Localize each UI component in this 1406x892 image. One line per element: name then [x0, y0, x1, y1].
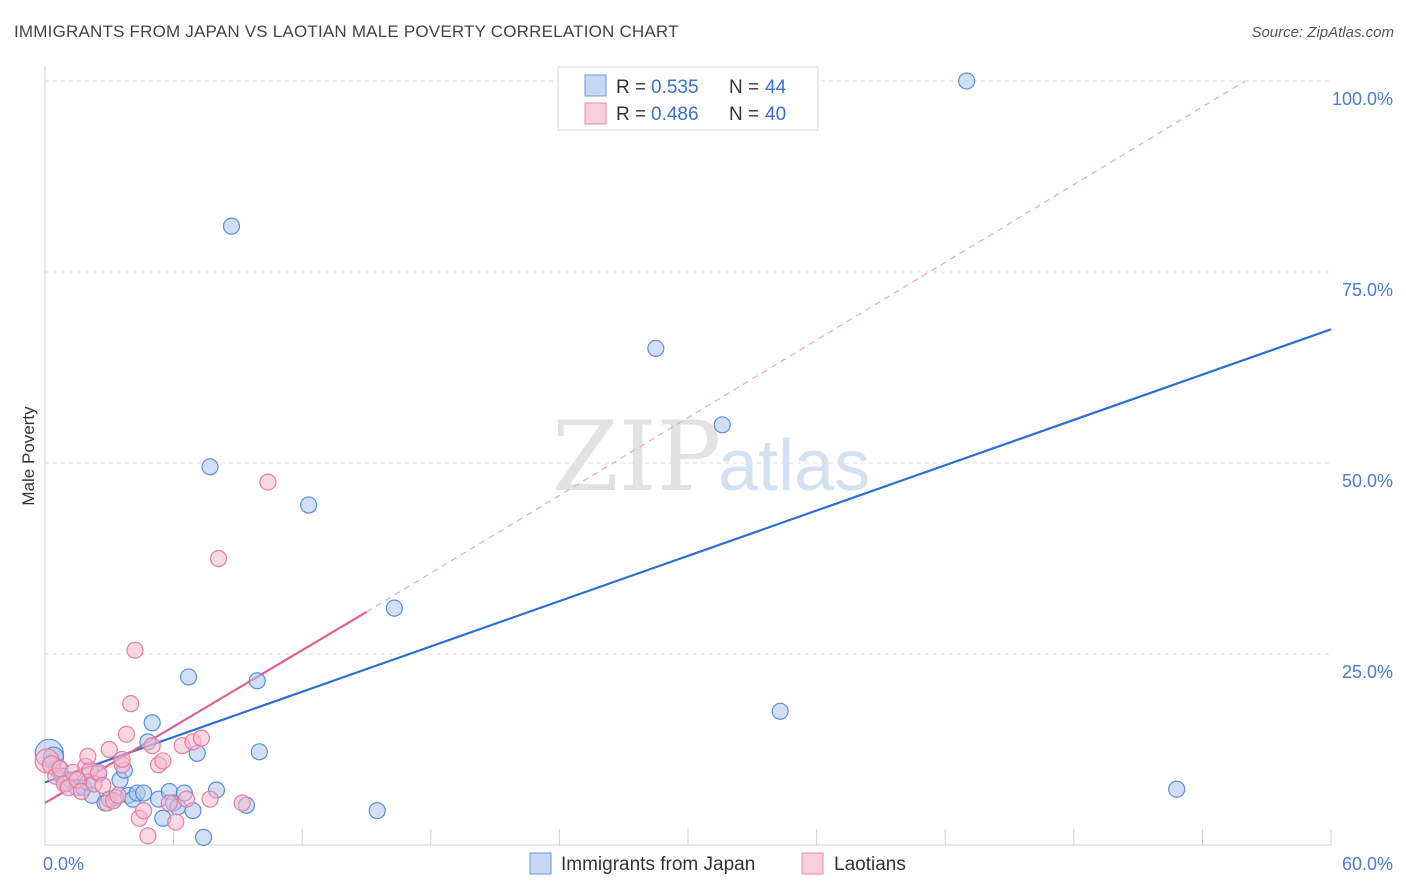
axes-layer: 25.0% 50.0% 75.0% 100.0% 0.0% 60.0% [43, 66, 1393, 874]
series-legend: Immigrants from Japan Laotians [529, 852, 906, 875]
legend-r-value-japan: 0.535 [651, 77, 699, 98]
legend-n-label-laos: N = [729, 104, 759, 125]
watermark-atlas: atlas [718, 426, 870, 506]
legend-r-value-laos: 0.486 [651, 104, 699, 125]
laos-point [109, 786, 127, 804]
laos-point [167, 813, 185, 831]
points-layer [34, 72, 1186, 846]
laos-point [154, 752, 172, 770]
legend-r-label-laos: R = [616, 104, 646, 125]
laos-point [259, 473, 277, 491]
y-tick-label: 75.0% [1342, 280, 1393, 300]
chart-title: IMMIGRANTS FROM JAPAN VS LAOTIAN MALE PO… [14, 22, 679, 41]
bottom-legend-swatch-laos [801, 852, 824, 875]
japan-point [201, 458, 219, 476]
laos-point [160, 794, 178, 812]
laos-point [122, 695, 140, 713]
japan-point [647, 339, 665, 357]
japan-point [958, 72, 976, 90]
correlation-legend: R = 0.535 N = 44 R = 0.486 N = 40 [557, 66, 819, 131]
japan-point [300, 496, 318, 514]
legend-n-value-japan: 44 [765, 77, 787, 98]
laos-point [79, 747, 97, 765]
bottom-legend-label-japan: Immigrants from Japan [561, 854, 755, 875]
laos-point [94, 776, 112, 795]
japan-point [385, 599, 403, 617]
japan-point [1168, 780, 1186, 798]
laos-point [72, 782, 91, 801]
japan-point [143, 714, 161, 732]
legend-r-label-japan: R = [616, 77, 646, 98]
japan-point [250, 743, 268, 761]
laos-point [126, 641, 144, 659]
laos-trend-extension [366, 80, 1246, 613]
bottom-legend-swatch-japan [529, 852, 552, 875]
laos-point [233, 794, 251, 812]
laos-point [139, 827, 157, 845]
x-tick-label: 60.0% [1342, 854, 1393, 874]
source-label: Source: ZipAtlas.com [1251, 24, 1394, 41]
japan-point [368, 802, 386, 820]
laos-point [177, 790, 196, 808]
bottom-legend-label-laos: Laotians [834, 854, 906, 875]
japan-point [195, 828, 213, 846]
y-tick-label: 100.0% [1332, 89, 1393, 109]
japan-point [771, 702, 789, 720]
laos-point [143, 737, 161, 755]
laos-point [100, 740, 118, 759]
y-tick-label: 25.0% [1342, 662, 1393, 682]
laos-point [117, 725, 136, 743]
japan-point [222, 217, 241, 235]
legend-n-value-laos: 40 [765, 104, 786, 125]
japan-point [134, 784, 153, 802]
laos-point [201, 790, 219, 808]
grid-layer [45, 80, 1331, 655]
y-axis-label: Male Poverty [19, 406, 38, 506]
laos-point [210, 549, 228, 568]
japan-point [248, 672, 266, 690]
y-tick-label: 50.0% [1342, 471, 1393, 491]
watermark-zip: ZIP [552, 401, 721, 513]
laos-point [113, 750, 131, 769]
laos-point [192, 729, 211, 747]
legend-n-label-japan: N = [729, 77, 759, 98]
watermark: ZIP atlas [552, 401, 870, 513]
x-tick-label: 0.0% [43, 854, 84, 874]
laos-point [134, 802, 153, 820]
legend-swatch-laos [584, 102, 607, 125]
japan-point [713, 416, 731, 434]
japan-point [180, 668, 198, 686]
japan-trend-line [44, 328, 1332, 784]
legend-swatch-japan [584, 74, 607, 97]
